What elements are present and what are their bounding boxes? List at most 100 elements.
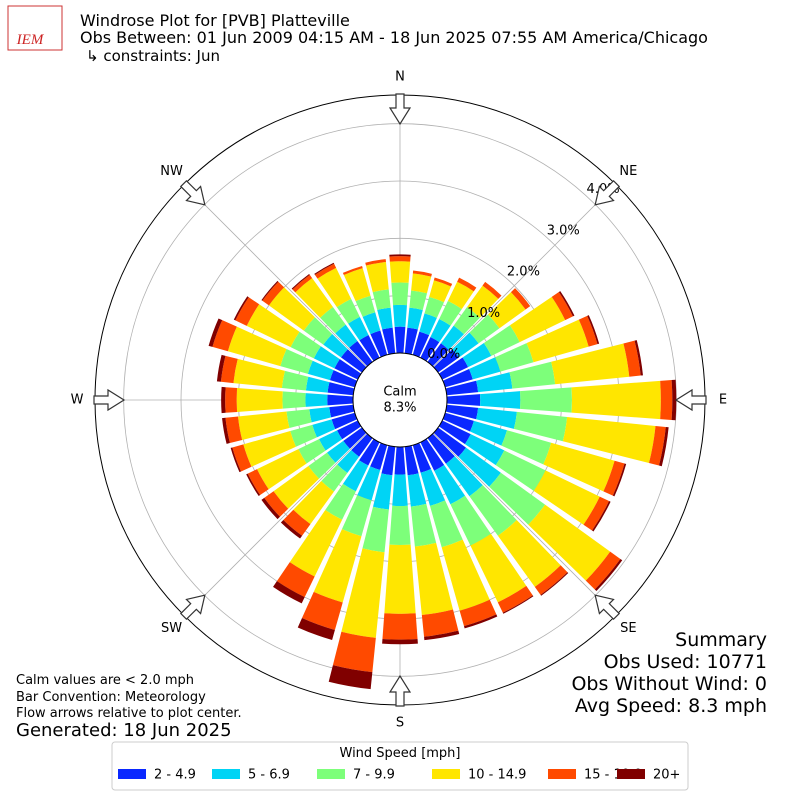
bar-segment: [411, 273, 432, 294]
bar-segment: [221, 386, 226, 414]
bar-segment: [335, 324, 358, 348]
bar-segment: [462, 342, 492, 368]
bar-segment: [318, 430, 343, 451]
bar-segment: [365, 259, 386, 266]
bar-segment: [412, 442, 432, 473]
bar-segment: [393, 304, 407, 327]
legend-swatch: [548, 769, 576, 779]
summary-title: Summary: [675, 629, 767, 651]
bar-segment: [331, 412, 358, 430]
bar-segment: [497, 520, 561, 587]
bar-segment: [280, 520, 303, 539]
bar-segment: [438, 420, 471, 445]
bar-segment: [658, 426, 669, 467]
bar-segment: [381, 445, 396, 476]
bar-segment: [314, 263, 337, 279]
r-tick-label: 1.0%: [467, 306, 500, 321]
bar-segment: [317, 267, 352, 308]
bar-segment: [389, 254, 411, 257]
bar-segment: [410, 503, 437, 547]
bar-segment: [313, 346, 340, 369]
bar-segment: [314, 262, 335, 275]
chart-title: Windrose Plot for [PVB] Platteville: [80, 11, 350, 30]
bar-segment: [298, 439, 326, 464]
bar-segment: [585, 551, 621, 590]
bar-segment: [533, 470, 600, 525]
bar-segment: [329, 370, 358, 388]
bar-segment: [446, 394, 481, 406]
flow-arrow-shape: [179, 594, 206, 621]
bar-segment: [441, 539, 490, 611]
bar-segment: [305, 393, 328, 407]
bar-segment: [671, 379, 677, 421]
bar-segment: [543, 442, 615, 492]
bar-segment: [421, 609, 459, 637]
bar-segment: [243, 431, 296, 467]
bar-segment: [276, 562, 315, 598]
bar-segment: [337, 450, 360, 473]
bar-segment: [551, 292, 573, 321]
bar-segment: [414, 542, 454, 616]
bar-segment: [445, 404, 479, 420]
flow-arrow-shape: [93, 388, 126, 412]
bar-segment: [509, 361, 556, 389]
bar-segment: [349, 340, 373, 367]
bar-segment: [230, 447, 242, 473]
summary-line: Obs Without Wind: 0: [571, 673, 767, 695]
legend-label: 10 - 14.9: [468, 768, 526, 783]
bar-segment: [321, 464, 348, 492]
bar-segment: [235, 297, 260, 326]
bar-segment: [424, 296, 444, 318]
bar-segment: [464, 434, 505, 466]
bar-segment: [384, 544, 416, 614]
bar-segment: [429, 280, 451, 303]
bar-segment: [261, 497, 280, 520]
bar-segment: [513, 411, 568, 442]
r-tick-label: 0.0%: [427, 347, 460, 362]
bar-segment: [394, 446, 406, 475]
bar-segment: [327, 394, 354, 406]
bar-segment: [433, 277, 453, 287]
r-tick-label: 2.0%: [507, 265, 540, 280]
bar-segment: [660, 380, 673, 420]
bar-segment: [429, 500, 463, 548]
bar-segment: [520, 387, 572, 413]
bar-segment: [495, 343, 534, 372]
flow-arrow-shape: [594, 594, 621, 621]
bar-segment: [341, 495, 372, 537]
flow-arrow-shape: [594, 179, 621, 206]
flow-arrow: [594, 179, 621, 206]
bar-segment: [404, 445, 419, 476]
bar-segment: [289, 510, 343, 577]
bar-segment: [412, 270, 432, 277]
bar-segment: [407, 473, 427, 507]
r-tick-label: 3.0%: [547, 223, 580, 238]
compass-label: NE: [619, 164, 637, 179]
bar-segment: [313, 529, 362, 603]
bar-segment: [303, 317, 333, 345]
bar-segment: [382, 327, 396, 355]
bar-segment: [236, 388, 283, 412]
compass-label: SE: [620, 621, 636, 636]
bar-segment: [370, 442, 388, 471]
bar-segment: [409, 290, 428, 310]
note: Calm values are < 2.0 mph: [16, 673, 194, 688]
bar-segment: [634, 340, 643, 376]
bar-segment: [212, 320, 237, 352]
constraints: ↳ constraints: Jun: [86, 47, 220, 65]
bar-segment: [292, 274, 313, 293]
flow-arrow: [179, 594, 206, 621]
bar-segment: [340, 349, 367, 373]
bar-segment: [336, 298, 360, 324]
bar-segment: [467, 285, 499, 318]
bar-segment: [578, 315, 598, 347]
bar-segment: [362, 506, 389, 553]
compass-label: E: [719, 393, 727, 408]
bar-segment: [365, 261, 389, 293]
bar-segment: [534, 565, 568, 595]
bar-segment: [309, 407, 332, 423]
bar-segment: [325, 483, 356, 520]
bar-segment: [225, 387, 238, 413]
logo-frame: [7, 5, 63, 51]
bar-segment: [482, 281, 502, 299]
